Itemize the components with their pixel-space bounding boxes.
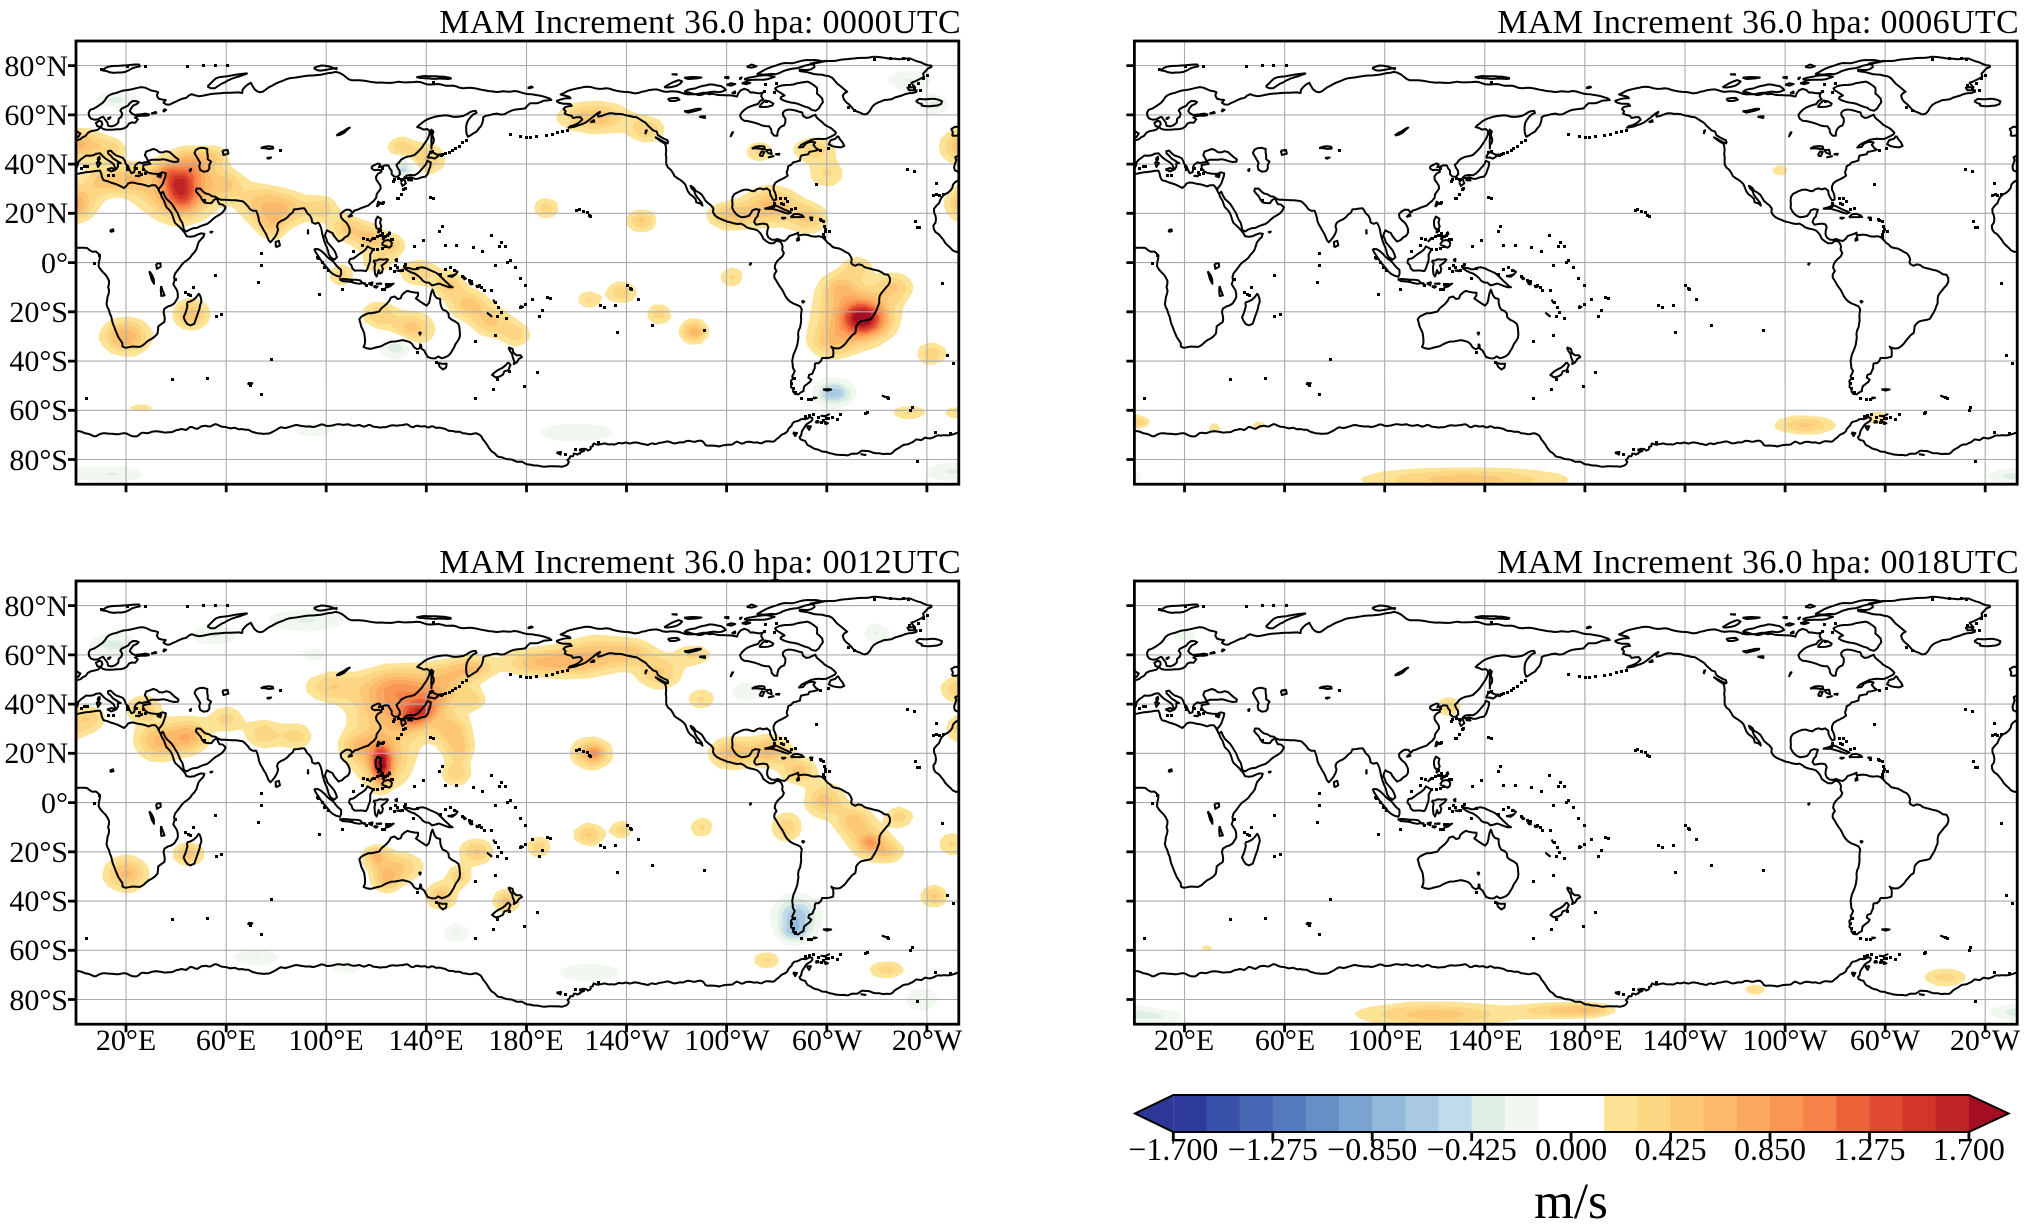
svg-text:0°: 0° — [41, 787, 68, 820]
svg-text:140°W: 140°W — [584, 1024, 670, 1057]
svg-text:80°N: 80°N — [4, 50, 68, 83]
svg-text:60°N: 60°N — [4, 99, 68, 132]
svg-text:60°E: 60°E — [1255, 1024, 1315, 1057]
svg-text:MAM Increment 36.0 hpa: 0000U: MAM Increment 36.0 hpa: 0000UTC — [439, 4, 961, 41]
svg-text:20°W: 20°W — [1950, 1024, 2021, 1057]
svg-text:80°S: 80°S — [9, 984, 68, 1017]
svg-text:140°E: 140°E — [388, 1024, 463, 1057]
svg-text:140°E: 140°E — [1447, 1024, 1522, 1057]
svg-text:MAM Increment 36.0 hpa: 0012U: MAM Increment 36.0 hpa: 0012UTC — [439, 544, 961, 581]
svg-text:60°W: 60°W — [1850, 1024, 1921, 1057]
svg-text:20°S: 20°S — [9, 836, 68, 869]
svg-text:100°E: 100°E — [1347, 1024, 1422, 1057]
svg-text:20°S: 20°S — [9, 296, 68, 329]
svg-text:40°S: 40°S — [9, 345, 68, 378]
svg-text:60°W: 60°W — [792, 1024, 863, 1057]
svg-text:20°E: 20°E — [96, 1024, 156, 1057]
svg-text:80°N: 80°N — [4, 590, 68, 623]
svg-text:0°: 0° — [41, 247, 68, 280]
svg-text:20°N: 20°N — [4, 737, 68, 770]
svg-text:20°E: 20°E — [1154, 1024, 1214, 1057]
svg-text:100°E: 100°E — [288, 1024, 363, 1057]
svg-text:60°E: 60°E — [196, 1024, 256, 1057]
svg-text:60°S: 60°S — [9, 394, 68, 427]
svg-text:MAM Increment 36.0 hpa: 0018U: MAM Increment 36.0 hpa: 0018UTC — [1497, 544, 2019, 581]
svg-text:80°S: 80°S — [9, 444, 68, 477]
svg-text:100°W: 100°W — [1742, 1024, 1828, 1057]
svg-text:40°N: 40°N — [4, 688, 68, 721]
svg-text:180°E: 180°E — [488, 1024, 563, 1057]
svg-text:60°S: 60°S — [9, 934, 68, 967]
svg-text:m/s: m/s — [1534, 1174, 1608, 1230]
svg-text:60°N: 60°N — [4, 639, 68, 672]
svg-text:20°N: 20°N — [4, 197, 68, 230]
svg-text:180°E: 180°E — [1547, 1024, 1622, 1057]
svg-text:40°S: 40°S — [9, 885, 68, 918]
svg-text:100°W: 100°W — [684, 1024, 770, 1057]
svg-text:40°N: 40°N — [4, 148, 68, 181]
svg-text:140°W: 140°W — [1642, 1024, 1728, 1057]
svg-text:MAM Increment 36.0 hpa: 0006U: MAM Increment 36.0 hpa: 0006UTC — [1497, 4, 2019, 41]
svg-text:20°W: 20°W — [892, 1024, 963, 1057]
